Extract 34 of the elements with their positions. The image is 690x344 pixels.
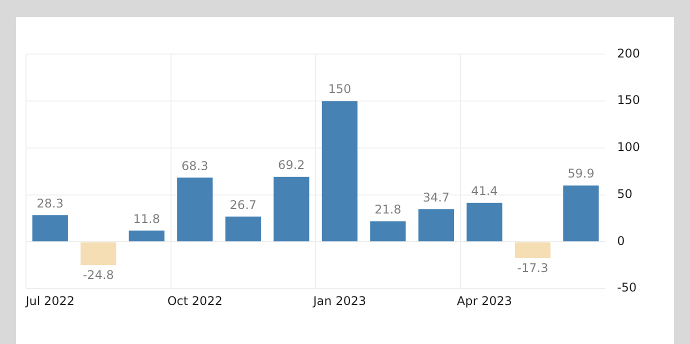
bar bbox=[370, 221, 406, 242]
data-label: 150 bbox=[328, 82, 352, 96]
x-tick-label: Jan 2023 bbox=[312, 294, 366, 308]
data-label: -24.8 bbox=[82, 268, 114, 282]
y-tick-label: 150 bbox=[617, 93, 640, 108]
data-label: 68.3 bbox=[182, 158, 208, 173]
bar bbox=[466, 202, 502, 242]
bar bbox=[177, 178, 213, 242]
data-label: -17.3 bbox=[517, 261, 548, 276]
bar bbox=[322, 101, 358, 242]
data-label: 69.2 bbox=[278, 158, 305, 172]
data-label: 21.8 bbox=[374, 202, 402, 216]
x-tick-label: Oct 2022 bbox=[167, 294, 222, 308]
bar bbox=[274, 176, 310, 242]
y-tick-label: 100 bbox=[617, 140, 640, 154]
y-tick-label: 200 bbox=[617, 46, 640, 60]
x-tick-label: Apr 2023 bbox=[456, 294, 512, 308]
bar bbox=[32, 215, 68, 242]
data-label: 59.9 bbox=[568, 166, 594, 181]
bar bbox=[418, 209, 454, 242]
data-label: 11.8 bbox=[133, 212, 160, 226]
x-tick-label: Jul 2022 bbox=[24, 294, 75, 308]
bar bbox=[225, 216, 261, 242]
bar bbox=[563, 186, 599, 242]
data-label: 41.4 bbox=[471, 184, 498, 198]
bar bbox=[514, 242, 551, 258]
y-tick-label: 0 bbox=[617, 234, 625, 248]
y-tick-label: -50 bbox=[617, 280, 637, 295]
bar bbox=[80, 242, 116, 265]
y-tick-label: 50 bbox=[617, 186, 632, 201]
data-label: 26.7 bbox=[230, 198, 257, 212]
bar bbox=[128, 230, 164, 242]
data-label: 34.7 bbox=[422, 190, 450, 204]
data-label: 28.3 bbox=[36, 196, 64, 210]
